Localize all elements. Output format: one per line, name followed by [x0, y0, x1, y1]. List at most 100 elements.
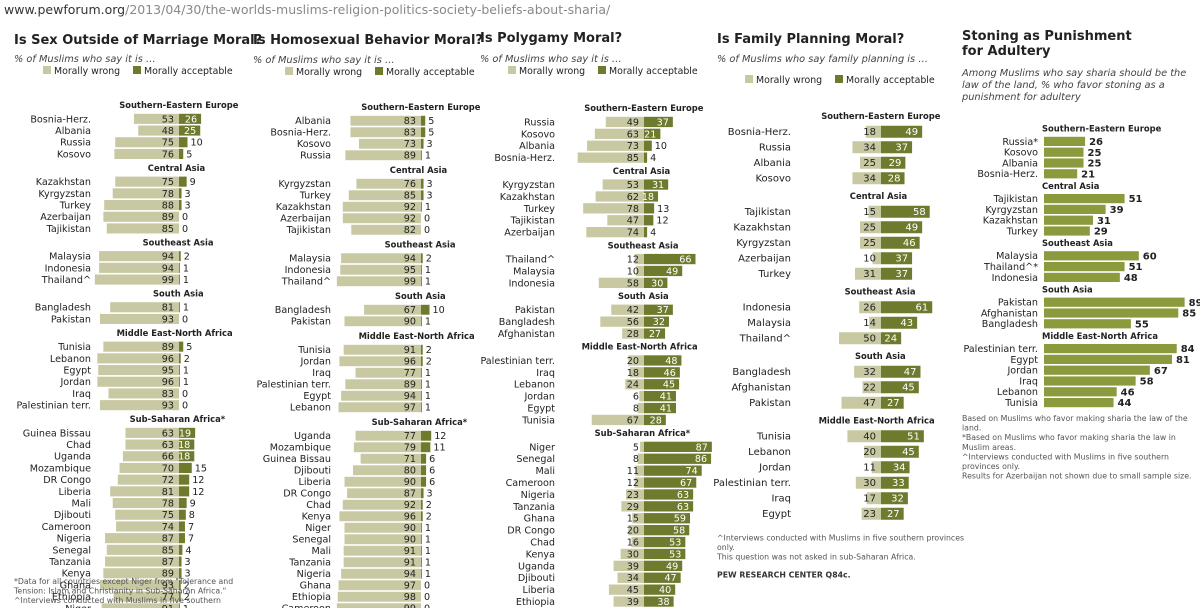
country-label-is-polygamy-moral-liberia: Liberia — [523, 585, 556, 596]
bar-wrong-is-homosexual-behavior-m-kenya — [339, 511, 421, 522]
country-label-is-sex-outside-of-marria-kenya: Kenya — [62, 569, 91, 580]
bar-acceptable-is-polygamy-moral-bosnia-herz — [644, 152, 648, 163]
value-acceptable-is-polygamy-moral-bosnia-herz: 4 — [650, 153, 656, 164]
footnote-3-0: ^Interviews conducted with Muslims in fi… — [717, 534, 964, 543]
bar-wrong-is-homosexual-behavior-m-tajikistan — [351, 224, 421, 235]
bar-wrong-is-polygamy-moral-tanzania — [621, 501, 644, 512]
value-wrong-is-family-planning-moral-afghanistan: 22 — [863, 383, 876, 394]
value-acceptable-is-polygamy-moral-dr-congo: 58 — [673, 526, 685, 537]
bar-wrong-is-polygamy-moral-chad — [631, 536, 644, 548]
country-label-is-homosexual-behavior-m-malaysia: Malaysia — [289, 254, 331, 265]
bar-wrong-is-sex-outside-of-marria-indonesia — [99, 262, 179, 273]
country-label-is-family-planning-moral-tunisia: Tunisia — [756, 432, 791, 443]
bar-wrong-is-family-planning-moral-azerbaijan — [872, 252, 881, 265]
country-label-is-sex-outside-of-marria-indonesia: Indonesia — [45, 263, 91, 274]
source-url[interactable]: www.pewforum.org/2013/04/30/the-worlds-m… — [4, 2, 611, 17]
bar-wrong-is-homosexual-behavior-m-ethiopia — [337, 591, 421, 602]
chart-title-4-line2: for Adultery — [962, 44, 1051, 59]
value-wrong-is-polygamy-moral-tanzania: 29 — [627, 502, 639, 513]
country-label-is-polygamy-moral-bosnia-herz: Bosnia-Herz. — [494, 153, 555, 164]
bar-wrong-is-sex-outside-of-marria-thailand — [94, 274, 179, 285]
bar-acceptable-is-sex-outside-of-marria-ethiopia — [179, 591, 181, 602]
footnote-3-1: only. — [717, 543, 735, 552]
bar-wrong-is-homosexual-behavior-m-turkey — [348, 190, 421, 201]
bar-acceptable-is-sex-outside-of-marria-niger — [179, 603, 180, 608]
country-label-is-sex-outside-of-marria-guinea-bissau: Guinea Bissau — [23, 428, 91, 439]
country-label-is-sex-outside-of-marria-malaysia: Malaysia — [49, 252, 91, 263]
bar-acceptable-is-polygamy-moral-chad — [644, 536, 686, 548]
value-wrong-is-homosexual-behavior-m-jordan: 96 — [404, 357, 416, 368]
region-heading-0-sub-saharan-africa: Sub-Saharan Africa* — [130, 414, 226, 424]
bar-acceptable-is-polygamy-moral-thailand — [644, 253, 696, 265]
footnote-4-0: Based on Muslims who favor making sharia… — [962, 414, 1188, 423]
country-label-is-sex-outside-of-marria-kazakhstan: Kazakhstan — [36, 177, 91, 188]
country-label-is-family-planning-moral-kyrgyzstan: Kyrgyzstan — [736, 238, 791, 249]
bar-wrong-is-family-planning-moral-iraq — [866, 492, 881, 505]
bar-stoning-stoning-as-punishment-fo-turkey — [1044, 226, 1090, 236]
bar-acceptable-is-family-planning-moral-thailand — [881, 332, 902, 345]
bar-wrong-is-homosexual-behavior-m-cameroon — [336, 603, 421, 608]
bar-wrong-is-family-planning-moral-turkey — [854, 267, 881, 280]
country-label-stoning-as-punishment-fo-palestinian-terr: Palestinian terr. — [963, 344, 1038, 355]
value-acceptable-is-homosexual-behavior-m-iraq: 1 — [425, 368, 431, 379]
value-acceptable-is-polygamy-moral-russia: 37 — [657, 117, 669, 128]
value-acceptable-is-family-planning-moral-albania: 29 — [889, 158, 902, 169]
country-label-is-polygamy-moral-bangladesh: Bangladesh — [499, 317, 555, 328]
value-wrong-is-sex-outside-of-marria-kenya: 89 — [162, 569, 174, 580]
value-stoning-stoning-as-punishment-fo-thailand: 51 — [1129, 262, 1143, 273]
country-label-is-sex-outside-of-marria-azerbaijan: Azerbaijan — [40, 212, 91, 223]
bar-acceptable-is-homosexual-behavior-m-albania — [421, 115, 426, 126]
country-label-is-polygamy-moral-chad: Chad — [530, 537, 555, 548]
value-acceptable-is-homosexual-behavior-m-ethiopia: 0 — [424, 592, 430, 603]
value-wrong-is-homosexual-behavior-m-tajikistan: 82 — [404, 225, 416, 236]
country-label-stoning-as-punishment-fo-iraq: Iraq — [1019, 376, 1038, 387]
value-acceptable-is-homosexual-behavior-m-jordan: 2 — [426, 357, 432, 368]
value-acceptable-is-homosexual-behavior-m-kosovo: 3 — [427, 139, 433, 150]
bar-wrong-is-homosexual-behavior-m-albania — [350, 115, 421, 126]
bar-acceptable-is-homosexual-behavior-m-djibouti — [421, 465, 427, 476]
country-label-is-polygamy-moral-ghana: Ghana — [524, 514, 555, 525]
value-acceptable-is-family-planning-moral-kyrgyzstan: 46 — [903, 238, 916, 249]
value-stoning-stoning-as-punishment-fo-bangladesh: 55 — [1135, 319, 1149, 330]
value-acceptable-is-homosexual-behavior-m-bangladesh: 10 — [433, 305, 445, 316]
bar-wrong-is-sex-outside-of-marria-turkey — [104, 200, 179, 211]
value-acceptable-is-homosexual-behavior-m-palestinian-terr: 1 — [425, 380, 431, 391]
value-wrong-is-sex-outside-of-marria-bangladesh: 81 — [162, 303, 174, 314]
country-label-stoning-as-punishment-fo-russia: Russia* — [1002, 137, 1038, 148]
bar-wrong-is-sex-outside-of-marria-ethiopia — [113, 591, 179, 602]
bar-acceptable-is-homosexual-behavior-m-tanzania — [421, 557, 422, 568]
country-label-is-sex-outside-of-marria-kosovo: Kosovo — [57, 149, 91, 160]
value-wrong-is-family-planning-moral-russia: 34 — [863, 143, 876, 154]
value-acceptable-is-family-planning-moral-egypt: 27 — [887, 509, 900, 520]
legend-swatch-wrong-0 — [43, 66, 51, 74]
bar-wrong-is-family-planning-moral-russia — [852, 141, 881, 154]
value-wrong-is-homosexual-behavior-m-ghana: 97 — [404, 581, 416, 592]
bar-acceptable-is-family-planning-moral-turkey — [881, 267, 913, 280]
value-acceptable-is-polygamy-moral-thailand: 66 — [679, 254, 691, 265]
value-acceptable-is-sex-outside-of-marria-bosnia-herz: 26 — [185, 114, 197, 125]
bar-wrong-is-family-planning-moral-egypt — [861, 507, 881, 520]
country-label-is-family-planning-moral-iraq: Iraq — [771, 494, 791, 505]
value-wrong-is-homosexual-behavior-m-senegal: 90 — [404, 535, 416, 546]
value-stoning-stoning-as-punishment-fo-kosovo: 25 — [1088, 148, 1102, 159]
country-label-is-homosexual-behavior-m-russia: Russia — [300, 151, 331, 162]
country-label-is-polygamy-moral-lebanon: Lebanon — [514, 380, 555, 391]
country-label-is-homosexual-behavior-m-mali: Mali — [312, 546, 332, 557]
bar-wrong-is-polygamy-moral-indonesia — [598, 277, 644, 288]
bar-wrong-is-polygamy-moral-albania — [587, 140, 644, 151]
bar-acceptable-is-polygamy-moral-russia — [644, 116, 673, 128]
bar-acceptable-is-family-planning-moral-kazakhstan — [881, 221, 923, 234]
bar-acceptable-is-sex-outside-of-marria-indonesia — [179, 262, 180, 273]
bar-wrong-is-polygamy-moral-nigeria — [626, 489, 644, 500]
bar-acceptable-is-family-planning-moral-tajikistan — [881, 205, 930, 218]
value-acceptable-is-homosexual-behavior-m-albania: 5 — [428, 116, 434, 127]
region-heading-2-sub-saharan-africa: Sub-Saharan Africa* — [595, 428, 691, 438]
value-acceptable-is-sex-outside-of-marria-niger: 1 — [183, 604, 189, 608]
chart-subtitle-4-line3: punishment for adultery — [961, 92, 1081, 103]
value-acceptable-is-homosexual-behavior-m-kenya: 2 — [426, 512, 432, 523]
value-acceptable-is-family-planning-moral-tunisia: 51 — [907, 432, 920, 443]
country-label-is-polygamy-moral-tanzania: Tanzania — [512, 502, 555, 513]
bar-acceptable-is-homosexual-behavior-m-pakistan — [421, 316, 422, 327]
legend-label-acceptable-0: Morally acceptable — [144, 66, 233, 77]
value-acceptable-is-sex-outside-of-marria-lebanon: 2 — [184, 354, 190, 365]
